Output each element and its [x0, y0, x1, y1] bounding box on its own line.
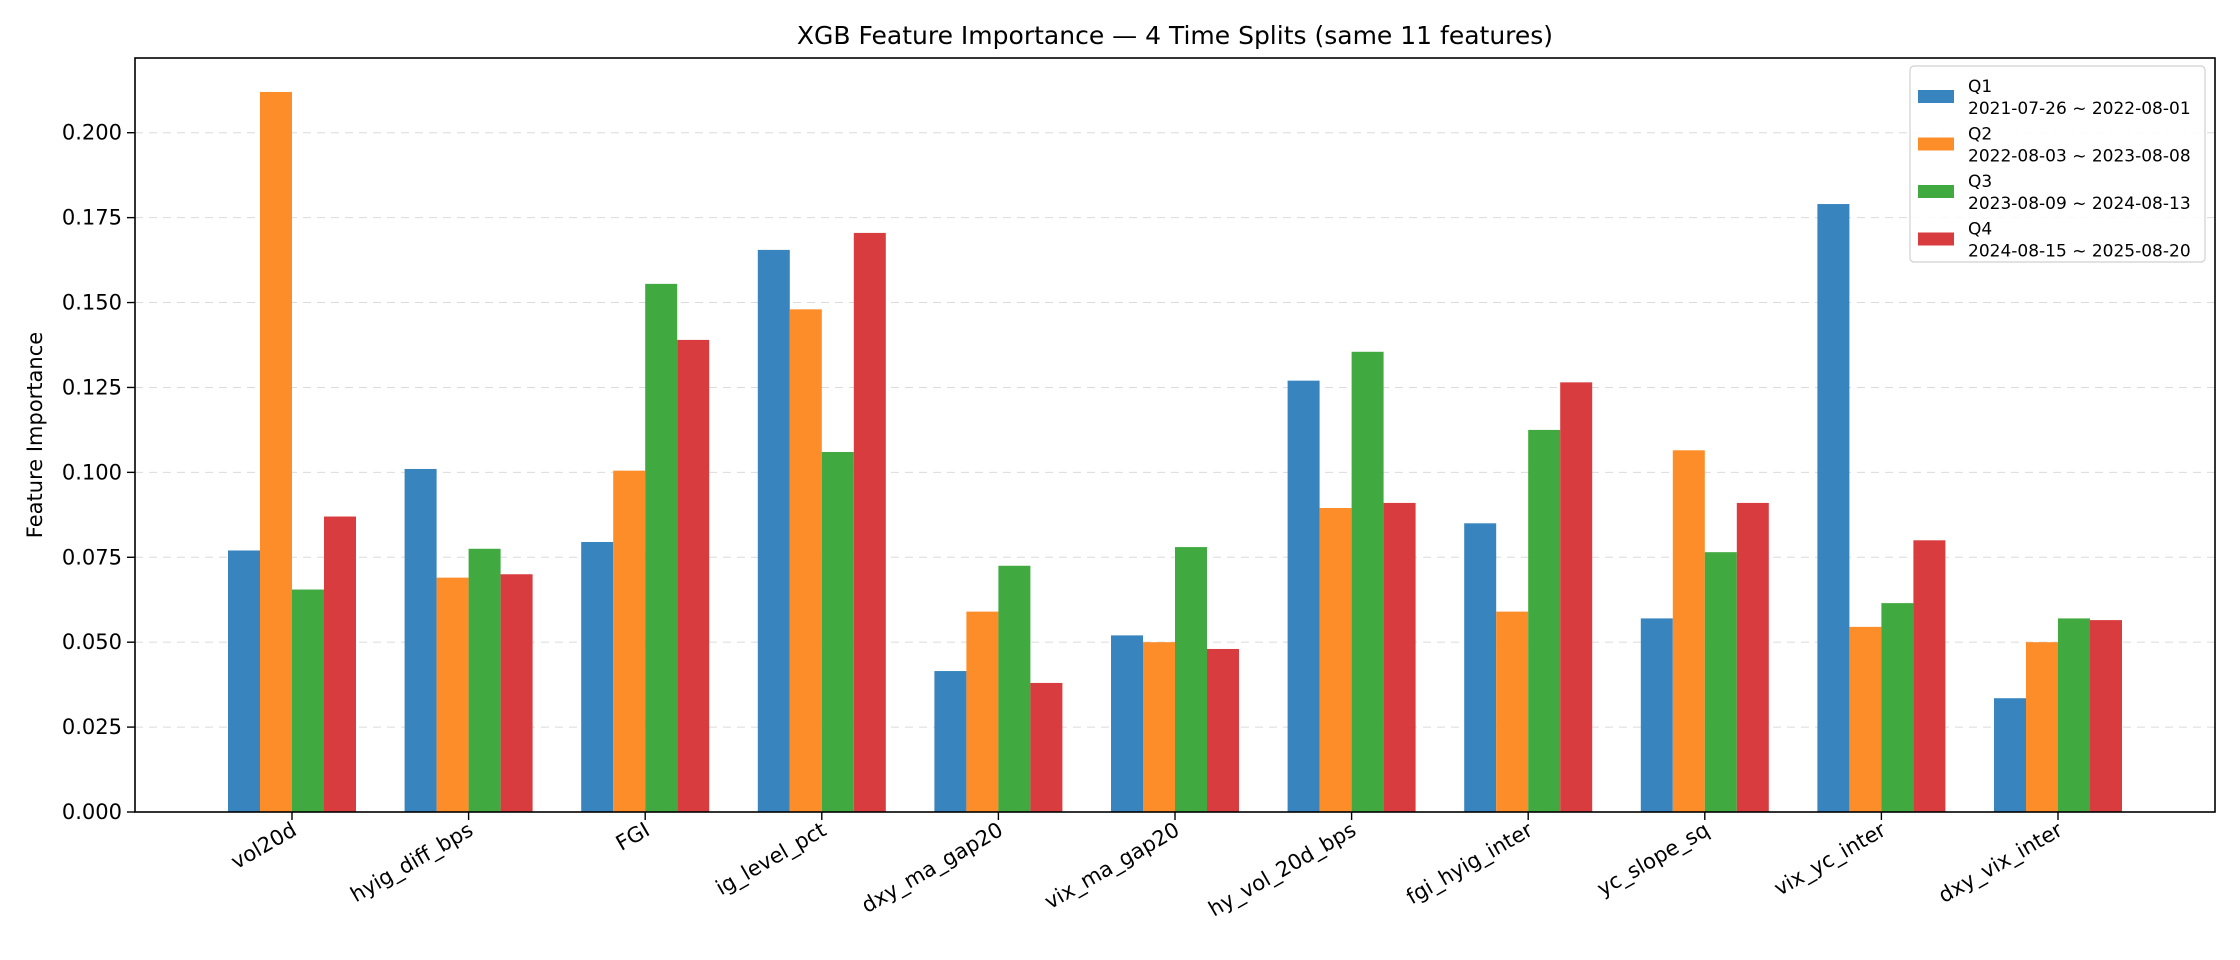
bar-q3-3	[821, 451, 854, 812]
x-tick-label: fgi_hyig_inter	[1402, 817, 1537, 910]
bar-q3-6	[1351, 351, 1384, 812]
chart-title: XGB Feature Importance — 4 Time Splits (…	[797, 21, 1553, 50]
bar-q1-6	[1287, 380, 1320, 812]
bar-q4-10	[2090, 620, 2122, 812]
bar-q4-5	[1207, 648, 1239, 812]
bar-q3-2	[645, 283, 678, 812]
y-tick-label: 0.100	[62, 460, 122, 484]
y-tick-label: 0.075	[62, 545, 122, 569]
x-tick-label: hyig_diff_bps	[346, 818, 477, 908]
bar-q4-0	[324, 516, 356, 812]
x-tick-label: dxy_ma_gap20	[857, 818, 1007, 919]
legend-range-q1: 2021-07-26 ~ 2022-08-01	[1968, 99, 2191, 119]
bar-q2-7	[1496, 611, 1529, 812]
y-axis: 0.000 0.025 0.050 0.075 0.100 0.125 0.150 0.175…	[62, 121, 135, 824]
bar-q4-3	[853, 232, 886, 812]
legend-swatch-q2	[1918, 137, 1954, 151]
bar-q2-6	[1319, 508, 1352, 812]
y-tick-label: 0.125	[62, 375, 122, 399]
bar-q4-2	[677, 339, 710, 812]
y-axis-label: Feature Importance	[23, 332, 47, 538]
bar-q4-4	[1030, 682, 1063, 812]
bar-q1-1	[404, 468, 437, 812]
legend-range-q3: 2023-08-09 ~ 2024-08-13	[1968, 194, 2191, 214]
bar-q3-5	[1175, 547, 1207, 812]
bar-q1-10	[1994, 698, 2026, 812]
x-tick-label: vix_ma_gap20	[1041, 818, 1184, 915]
bar-q3-10	[2058, 618, 2090, 812]
bar-q1-7	[1464, 523, 1497, 812]
legend-range-q2: 2022-08-03 ~ 2023-08-08	[1968, 147, 2191, 167]
bar-q2-1	[436, 577, 469, 812]
legend-box	[1909, 65, 2206, 263]
y-tick-label: 0.175	[62, 206, 122, 230]
bar-q1-5	[1111, 635, 1143, 812]
x-tick-label: dxy_vix_inter	[1934, 817, 2067, 908]
y-tick-label: 0.200	[62, 121, 122, 145]
bar-q3-9	[1881, 603, 1914, 812]
x-tick-label: ig_level_pct	[712, 818, 831, 901]
legend-swatch-q1	[1918, 90, 1954, 103]
bar-q2-0	[260, 91, 292, 812]
bar-q2-10	[2026, 642, 2058, 812]
legend-label-q4: Q4	[1968, 220, 1992, 240]
bar-q3-8	[1704, 552, 1737, 812]
bar-q2-5	[1143, 642, 1175, 812]
legend-label-q2: Q2	[1968, 125, 1992, 145]
bar-q2-3	[789, 309, 822, 812]
bar-q4-1	[500, 574, 533, 812]
x-tick-label: yc_slope_sq	[1593, 818, 1714, 902]
x-tick-label: FGI	[612, 818, 654, 856]
bar-q1-8	[1640, 618, 1673, 812]
legend-label-q1: Q1	[1968, 77, 1992, 97]
bar-q1-3	[757, 249, 790, 813]
bar-q3-0	[292, 589, 324, 812]
bar-q2-9	[1849, 626, 1882, 812]
x-tick-label: vix_yc_inter	[1770, 817, 1891, 901]
bar-q2-2	[613, 470, 646, 812]
bar-q1-0	[228, 550, 260, 812]
x-axis: vol20d hyig_diff_bps FGI ig_level_pct dxy_ma…	[227, 812, 2067, 922]
legend-range-q4: 2024-08-15 ~ 2025-08-20	[1968, 242, 2191, 262]
bars-group	[228, 91, 2122, 813]
bar-q3-7	[1528, 429, 1561, 812]
legend-label-q3: Q3	[1968, 172, 1992, 192]
legend-swatch-q4	[1918, 232, 1954, 246]
bar-q2-4	[966, 611, 999, 812]
bar-q4-6	[1383, 502, 1416, 812]
legend-swatch-q3	[1918, 185, 1954, 198]
bar-q1-2	[581, 541, 614, 812]
bar-q3-4	[998, 565, 1031, 812]
bar-q4-8	[1736, 502, 1769, 812]
bar-q1-4	[934, 671, 967, 812]
x-tick-label: vol20d	[227, 818, 301, 874]
bar-q4-7	[1560, 382, 1593, 812]
y-tick-label: 0.150	[62, 291, 122, 315]
bar-q4-9	[1913, 540, 1946, 812]
y-tick-label: 0.025	[62, 715, 122, 739]
x-tick-label: hy_vol_20d_bps	[1204, 818, 1360, 923]
y-tick-label: 0.050	[62, 630, 122, 654]
bar-q3-1	[468, 548, 501, 812]
bar-q2-8	[1672, 450, 1705, 812]
bar-q1-9	[1817, 204, 1850, 812]
y-tick-label: 0.000	[62, 800, 122, 824]
